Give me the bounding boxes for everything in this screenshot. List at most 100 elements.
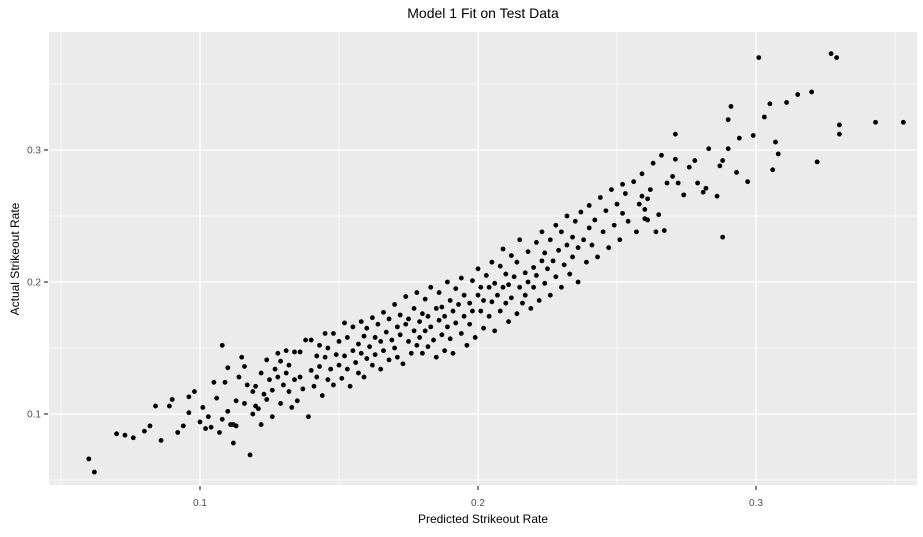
data-point (219, 342, 225, 348)
data-point (372, 335, 378, 340)
data-point (350, 348, 356, 354)
data-point (533, 240, 539, 245)
data-point (186, 410, 192, 416)
data-point (258, 422, 264, 427)
data-point (225, 365, 231, 371)
data-point (358, 350, 364, 356)
data-point (470, 308, 475, 314)
data-point (342, 353, 347, 359)
data-point (837, 122, 842, 128)
data-point (561, 262, 567, 268)
data-point (686, 164, 692, 170)
data-point (761, 114, 767, 120)
data-point (620, 210, 625, 216)
data-point (192, 389, 197, 394)
data-point (244, 382, 250, 388)
data-point (559, 229, 564, 235)
data-point (653, 229, 659, 235)
data-point (336, 362, 342, 368)
data-point (180, 423, 186, 429)
data-point (725, 146, 731, 152)
data-point (403, 294, 409, 299)
data-point (386, 357, 392, 363)
data-point (297, 349, 303, 355)
data-point (408, 350, 414, 356)
data-point (233, 398, 239, 404)
data-point (828, 51, 834, 57)
data-point (656, 212, 662, 218)
data-point (508, 253, 514, 258)
data-point (392, 345, 397, 351)
data-point (422, 328, 428, 334)
data-point (389, 337, 395, 343)
data-point (481, 325, 486, 331)
data-point (703, 185, 709, 191)
data-point (445, 279, 450, 285)
data-point (672, 131, 678, 137)
data-point (672, 156, 678, 162)
data-point (281, 382, 286, 388)
data-point (297, 374, 303, 380)
data-point (547, 237, 553, 243)
data-point (517, 284, 523, 290)
data-point (306, 414, 311, 420)
data-point (695, 180, 701, 186)
data-point (770, 167, 776, 173)
x-axis-label: Predicted Strikeout Rate (417, 512, 549, 526)
data-point (403, 321, 409, 327)
data-point (439, 304, 445, 310)
data-point (506, 282, 511, 288)
data-point (208, 424, 214, 430)
data-point (586, 225, 592, 231)
data-point (314, 374, 320, 380)
data-point (253, 383, 258, 389)
data-point (322, 354, 328, 360)
data-point (417, 319, 423, 324)
data-point (550, 258, 556, 264)
data-point (734, 170, 739, 175)
data-point (745, 179, 751, 185)
data-point (436, 317, 442, 323)
data-point (264, 357, 270, 363)
data-point (356, 370, 361, 376)
data-point (428, 284, 434, 290)
data-point (511, 274, 517, 280)
data-point (481, 298, 486, 303)
data-point (525, 279, 531, 285)
data-point (639, 193, 645, 199)
data-point (353, 360, 359, 365)
data-point (486, 313, 492, 319)
data-point (531, 265, 536, 270)
data-point (458, 275, 464, 281)
data-point (417, 335, 423, 340)
data-point (589, 242, 595, 248)
data-point (795, 92, 801, 97)
data-point (700, 189, 706, 195)
data-point (153, 403, 158, 409)
data-point (397, 332, 403, 338)
data-point (661, 228, 667, 233)
data-point (200, 405, 206, 410)
data-point (130, 435, 136, 441)
data-point (578, 209, 584, 215)
data-point (358, 319, 364, 324)
data-point (436, 290, 442, 295)
data-point (467, 321, 473, 327)
data-point (714, 193, 720, 199)
data-point (592, 217, 598, 223)
data-point (236, 374, 242, 380)
data-point (378, 366, 384, 372)
data-point (475, 292, 481, 298)
data-point (503, 271, 509, 277)
data-point (275, 374, 281, 380)
data-point (242, 401, 247, 406)
data-point (361, 333, 367, 339)
data-point (634, 229, 639, 235)
data-point (542, 280, 548, 286)
data-point (489, 299, 495, 305)
data-point (531, 284, 536, 290)
data-point (553, 274, 559, 280)
x-tick-label: 0.2 (471, 498, 485, 509)
data-point (572, 218, 578, 224)
